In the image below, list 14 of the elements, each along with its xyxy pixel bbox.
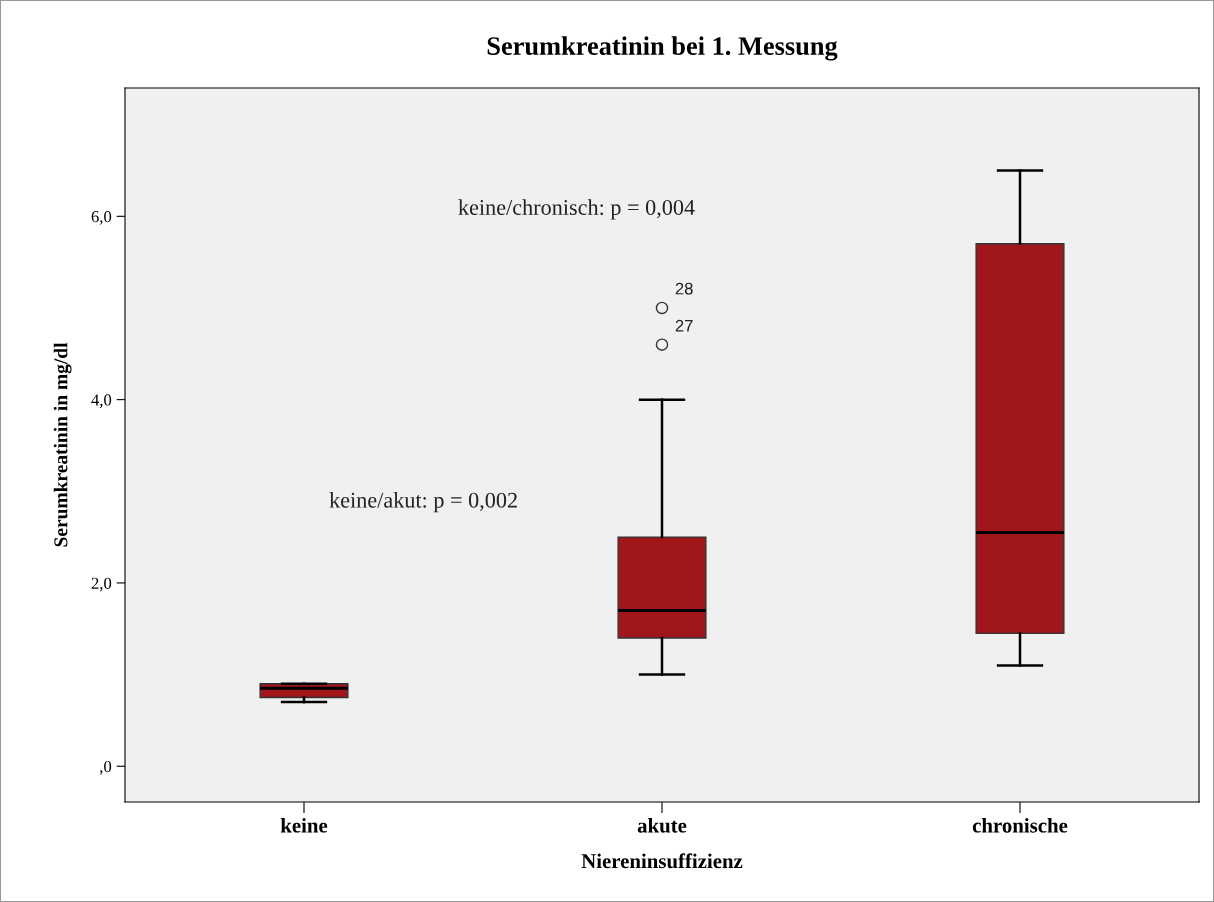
x-tick-label: chronische: [972, 817, 1068, 833]
chart-title: Serumkreatinin bei 1. Messung: [487, 36, 838, 61]
annotation: 28: [675, 282, 693, 295]
y-tick-label: 4,0: [91, 394, 112, 408]
y-tick-label: ,0: [99, 760, 112, 775]
x-tick-label: akute: [637, 817, 687, 833]
y-tick-label: 6,0: [91, 211, 112, 225]
x-tick-label: keine: [280, 817, 328, 833]
annotation: keine/akut: p = 0,002: [329, 492, 517, 513]
y-tick-label: 2,0: [91, 577, 112, 592]
x-axis-title: Niereninsuffizienz: [581, 853, 743, 869]
annotation: keine/chronisch: p = 0,004: [458, 199, 695, 220]
annotation: 27: [675, 319, 693, 332]
y-axis-title: Serumkreatinin in mg/dl: [53, 342, 72, 547]
